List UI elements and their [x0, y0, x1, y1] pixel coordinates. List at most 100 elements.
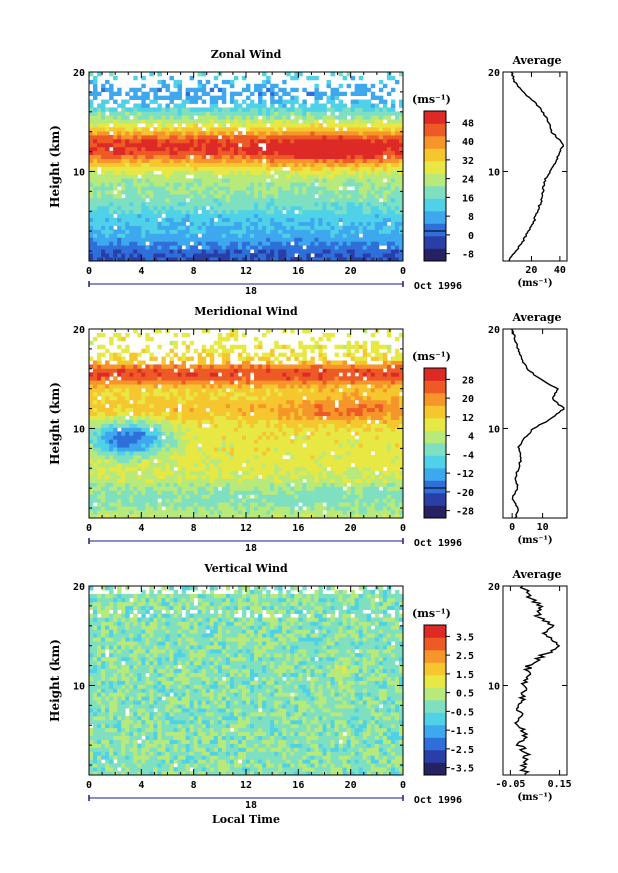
heatmap-cell	[153, 205, 158, 211]
heatmap-cell	[113, 466, 118, 472]
heatmap-cell	[346, 138, 352, 144]
heatmap-cell	[181, 411, 187, 417]
heatmap-cell	[282, 182, 287, 187]
heatmap-cell	[157, 257, 162, 262]
heatmap-cell	[177, 229, 182, 234]
heatmap-cell	[201, 162, 207, 167]
heatmap-cell	[145, 427, 150, 432]
heatmap-cell	[282, 205, 287, 211]
heatmap-cell	[129, 225, 134, 230]
heatmap-cell	[382, 205, 388, 211]
heatmap-cell	[209, 376, 215, 381]
heatmap-cell	[346, 182, 352, 187]
heatmap-cell	[213, 486, 219, 491]
heatmap-cell	[229, 146, 235, 152]
heatmap-cell	[213, 201, 219, 207]
heatmap-cell	[338, 158, 344, 163]
heatmap-cell	[117, 225, 122, 230]
heatmap-cell	[302, 146, 307, 152]
heatmap-cell	[258, 221, 263, 226]
heatmap-cell	[105, 388, 110, 393]
heatmap-cell	[382, 115, 388, 120]
heatmap-cell	[101, 201, 106, 207]
heatmap-cell	[169, 138, 174, 144]
heatmap-cell	[165, 83, 170, 89]
heatmap-cell	[302, 225, 307, 230]
panel-title: Meridional Wind	[194, 305, 298, 318]
heatmap-cell	[169, 439, 174, 444]
heatmap-cell	[233, 368, 239, 373]
heatmap-cell	[189, 99, 195, 104]
heatmap-cell	[266, 182, 271, 187]
heatmap-cell	[161, 115, 166, 120]
heatmap-cell	[354, 138, 360, 144]
heatmap-cell	[161, 146, 166, 152]
heatmap-cell	[382, 182, 388, 187]
heatmap-cell	[93, 257, 98, 262]
heatmap-cell	[330, 225, 335, 230]
heatmap-cell	[330, 127, 335, 132]
heatmap-cell	[342, 221, 348, 226]
heatmap-cell	[185, 237, 191, 242]
heatmap-cell	[237, 135, 243, 140]
heatmap-cell	[201, 241, 207, 246]
heatmap-cell	[274, 190, 279, 195]
heatmap-cell	[181, 447, 187, 452]
heatmap-cell	[97, 443, 102, 448]
heatmap-cell	[113, 470, 118, 476]
heatmap-cell	[350, 115, 356, 120]
heatmap-cell	[266, 198, 271, 203]
heatmap-cell	[193, 502, 199, 507]
heatmap-cell	[322, 162, 327, 167]
heatmap-cell	[209, 462, 215, 468]
heatmap-cell	[173, 451, 178, 456]
heatmap-cell	[302, 249, 307, 254]
heatmap-cell	[314, 201, 319, 207]
heatmap-cell	[270, 186, 275, 191]
heatmap-cell	[177, 427, 182, 432]
heatmap-cell	[121, 225, 126, 230]
heatmap-cell	[338, 154, 344, 160]
heatmap-cell	[298, 198, 303, 203]
heatmap-cell	[254, 217, 259, 223]
heatmap-cell	[101, 372, 106, 377]
heatmap-cell	[278, 233, 283, 238]
heatmap-cell	[398, 123, 404, 128]
heatmap-cell	[350, 127, 356, 132]
heatmap-cell	[97, 462, 102, 468]
heatmap-cell	[270, 249, 275, 254]
heatmap-cell	[161, 458, 166, 464]
heatmap-cell	[254, 158, 259, 163]
heatmap-cell	[109, 439, 114, 444]
heatmap-cell	[274, 142, 279, 148]
heatmap-cell	[338, 166, 344, 171]
heatmap-cell	[137, 443, 142, 448]
heatmap-cell	[382, 237, 388, 242]
heatmap-cell	[161, 131, 166, 136]
heatmap-cell	[270, 178, 275, 183]
heatmap-cell	[149, 502, 154, 507]
heatmap-cell	[250, 213, 255, 219]
heatmap-cell	[398, 198, 404, 203]
heatmap-cell	[97, 388, 102, 393]
heatmap-cell	[185, 229, 191, 234]
heatmap-cell	[137, 466, 142, 472]
heatmap-cell	[145, 201, 150, 207]
heatmap-cell	[209, 486, 215, 491]
heatmap-cell	[189, 166, 195, 171]
heatmap-cell	[105, 431, 110, 436]
heatmap-cell	[370, 83, 376, 89]
heatmap-cell	[314, 217, 319, 223]
heatmap-cell	[205, 138, 211, 144]
heatmap-cell	[266, 146, 271, 152]
heatmap-cell	[209, 344, 215, 350]
heatmap-cell	[274, 205, 279, 211]
x-tick-label: 20	[345, 266, 357, 277]
heatmap-cell	[366, 221, 372, 226]
heatmap-cell	[233, 115, 239, 120]
heatmap-cell	[229, 138, 235, 144]
heatmap-cell	[374, 213, 380, 219]
heatmap-cell	[97, 146, 102, 152]
heatmap-cell	[229, 510, 235, 515]
heatmap-cell	[270, 103, 275, 108]
